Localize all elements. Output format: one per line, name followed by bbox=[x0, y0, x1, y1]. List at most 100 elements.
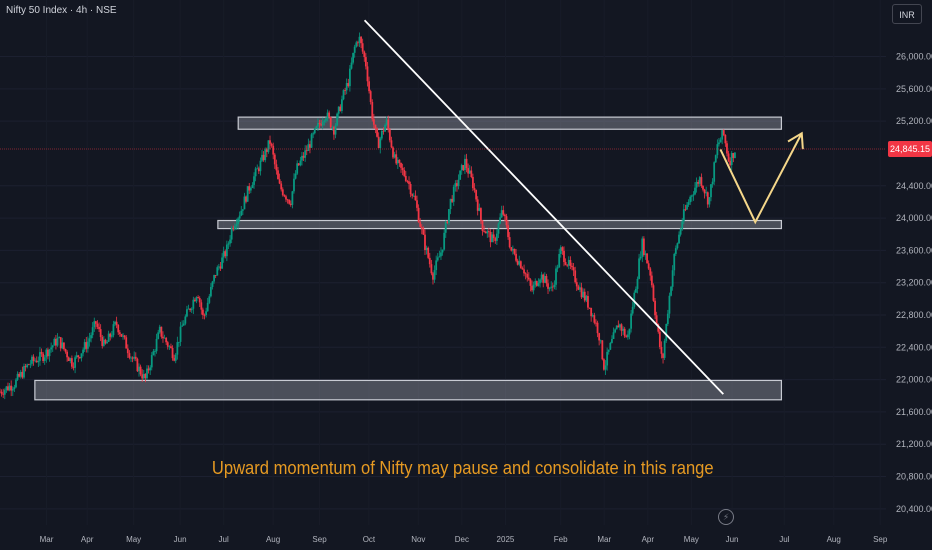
y-tick-label: 22,400.00 bbox=[896, 342, 932, 352]
lightning-icon[interactable]: ⚡ bbox=[718, 509, 734, 525]
x-tick-label: Oct bbox=[363, 535, 376, 544]
candle-body bbox=[718, 142, 720, 145]
drawings bbox=[363, 19, 804, 395]
candle-body bbox=[532, 284, 535, 291]
candle-body bbox=[564, 262, 567, 265]
candle-body bbox=[524, 273, 527, 275]
candle-body bbox=[606, 351, 609, 366]
x-tick-label: Jul bbox=[779, 535, 789, 544]
candle-body bbox=[452, 186, 455, 202]
candle-body bbox=[726, 143, 728, 154]
candle-body bbox=[144, 373, 147, 379]
x-tick-label: Jul bbox=[219, 535, 229, 544]
candle-body bbox=[310, 134, 313, 148]
candle-body bbox=[361, 43, 364, 52]
candle-body bbox=[187, 308, 190, 310]
candle-body bbox=[724, 134, 727, 144]
y-tick-label: 26,000.00 bbox=[896, 52, 932, 62]
candle-body bbox=[168, 346, 171, 348]
y-tick-label: 21,200.00 bbox=[896, 439, 932, 449]
candle-body bbox=[630, 313, 632, 329]
candle-body bbox=[590, 307, 593, 317]
candle-body bbox=[248, 186, 251, 191]
candle-body bbox=[198, 297, 201, 303]
candle-body bbox=[580, 287, 583, 298]
x-tick-label: Apr bbox=[81, 535, 94, 544]
x-axis[interactable]: Mar Apr May Jun Jul Aug Sep Oct Nov Dec 2025 Feb Mar… bbox=[40, 535, 888, 544]
candle-body bbox=[48, 349, 51, 357]
candle-body bbox=[267, 140, 270, 152]
candle-body bbox=[337, 106, 340, 114]
candle-body bbox=[184, 316, 187, 324]
candle-body bbox=[655, 315, 658, 325]
candle-body bbox=[278, 179, 281, 184]
y-axis[interactable]: 26,000.00 25,600.00 25,200.00 24,400.00 24,0… bbox=[896, 52, 932, 514]
support-resistance-zone[interactable] bbox=[34, 379, 783, 401]
candle-body bbox=[451, 198, 454, 202]
candle-body bbox=[294, 173, 297, 179]
candle-body bbox=[178, 341, 180, 343]
candle-body bbox=[297, 163, 300, 166]
candle-body bbox=[642, 238, 645, 255]
candle-body bbox=[513, 248, 516, 254]
candle-body bbox=[652, 285, 655, 301]
candle-body bbox=[714, 155, 717, 163]
candle-body bbox=[390, 140, 393, 148]
candle-body bbox=[125, 337, 128, 349]
candle-body bbox=[694, 187, 696, 195]
candle-body bbox=[674, 248, 677, 254]
candle-body bbox=[233, 226, 236, 230]
y-tick-label: 24,000.00 bbox=[896, 213, 932, 223]
candle-body bbox=[345, 83, 348, 91]
candle-body bbox=[649, 268, 652, 276]
candle-body bbox=[566, 264, 569, 266]
candle-body bbox=[270, 143, 273, 146]
candle-body bbox=[631, 306, 634, 314]
candle-body bbox=[628, 328, 631, 335]
candle-body bbox=[31, 356, 33, 364]
candle-body bbox=[259, 160, 262, 172]
candle-body bbox=[209, 286, 212, 297]
candle-body bbox=[428, 257, 431, 265]
candle-body bbox=[320, 124, 323, 126]
candle-body bbox=[227, 243, 230, 245]
candle-body bbox=[535, 281, 538, 286]
candle-body bbox=[56, 338, 59, 346]
candle-body bbox=[464, 158, 466, 171]
candle-body bbox=[104, 339, 107, 344]
candle-body bbox=[232, 228, 235, 230]
candle-body bbox=[251, 184, 254, 188]
candle-body bbox=[681, 221, 684, 229]
candle-body bbox=[579, 287, 581, 290]
candle-body bbox=[363, 51, 366, 58]
candle-body bbox=[441, 249, 444, 253]
candle-body bbox=[197, 297, 200, 298]
candle-body bbox=[77, 355, 80, 358]
candle-body bbox=[711, 181, 714, 185]
trendline[interactable] bbox=[363, 19, 724, 395]
candle-body bbox=[449, 198, 452, 210]
projection-path[interactable] bbox=[719, 132, 803, 225]
candle-body bbox=[494, 238, 497, 241]
candle-body bbox=[692, 194, 695, 196]
candle-body bbox=[495, 233, 498, 241]
candle-body bbox=[468, 170, 471, 174]
candle-body bbox=[550, 286, 553, 288]
candle-body bbox=[225, 244, 228, 257]
candle-body bbox=[676, 243, 679, 249]
candle-body bbox=[139, 366, 142, 375]
candle-body bbox=[612, 332, 615, 340]
candle-body bbox=[500, 210, 503, 218]
candle-body bbox=[419, 222, 422, 227]
candle-body bbox=[355, 42, 358, 47]
candle-body bbox=[339, 106, 342, 111]
candle-body bbox=[366, 66, 369, 82]
candle-body bbox=[609, 342, 612, 350]
candle-body bbox=[380, 130, 383, 139]
candle-body bbox=[523, 269, 525, 274]
candle-body bbox=[392, 147, 394, 158]
candle-body bbox=[35, 360, 38, 363]
currency-button[interactable]: INR bbox=[892, 4, 922, 24]
x-tick-label: Sep bbox=[873, 535, 888, 544]
